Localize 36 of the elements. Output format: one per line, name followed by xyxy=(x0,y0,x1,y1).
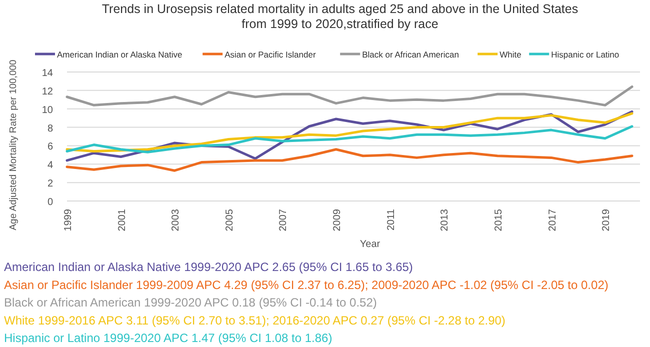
text: American Indian or Alaska Native 1999-2020 APC 2.65 (95% CI 1.65 to 3.65) xyxy=(4,260,413,274)
x-tick-label: 2013 xyxy=(440,208,451,232)
x-tick-label: 2019 xyxy=(601,208,612,232)
y-tick-label: 0 xyxy=(47,197,54,208)
legend-label: Hispanic or Latino xyxy=(551,50,620,60)
x-tick-label: 2005 xyxy=(224,208,236,232)
y-tick-label: 10 xyxy=(42,104,54,116)
x-tick-label: 1999 xyxy=(63,208,74,232)
text: Black or African American 1999-2020 APC 0.18 (95% CI -0.14 to 0.52) xyxy=(4,296,377,310)
x-tick-label: 2007 xyxy=(278,208,290,232)
x-tick-label: 2001 xyxy=(116,208,128,232)
line-series xyxy=(66,85,634,106)
legend-label: American Indian or Alaska Native xyxy=(57,50,182,60)
x-tick-label: 2003 xyxy=(170,208,182,232)
y-tick-label: 4 xyxy=(47,160,54,172)
y-axis-title: Age Adjusted Mortality Rate per 100,000 xyxy=(8,60,19,230)
line-series xyxy=(66,125,634,154)
y-tick-label: 14 xyxy=(42,68,54,79)
legend-label: Black or African American xyxy=(362,50,460,60)
x-axis-title: Year xyxy=(360,239,381,250)
line-series xyxy=(66,148,634,172)
y-tick-label: 2 xyxy=(47,178,54,190)
x-tick-label: 2011 xyxy=(386,208,397,231)
chart-title: Trends in Urosepsis related mortality in adults aged 25 and above in the United States from 1999 to 2020,stratified by race xyxy=(102,2,578,31)
text: Hispanic or Latino 1999-2020 APC 1.47 (95% CI 1.08 to 1.86) xyxy=(4,331,332,346)
legend-label: Asian or Pacific Islander xyxy=(224,50,316,60)
text: White 1999-2016 APC 3.11 (95% CI 2.70 to 3.51); 2016-2020 APC 0.27 (95% CI -2.28 to 2.90) xyxy=(4,313,506,328)
y-tick-label: 6 xyxy=(47,142,54,153)
y-tick-label: 12 xyxy=(42,86,54,98)
legend-label: White xyxy=(500,50,522,60)
x-tick-label: 2017 xyxy=(547,208,558,232)
line-series xyxy=(66,112,634,152)
x-tick-label: 2009 xyxy=(332,208,344,232)
x-tick-label: 2015 xyxy=(493,208,504,232)
text: Asian or Pacific Islander 1999-2009 APC 4.29 (95% CI 2.37 to 6.25); 2009-2020 APC -1.02 (95% CI -2.05 to 0.02) xyxy=(4,278,608,292)
y-tick-label: 8 xyxy=(47,123,54,134)
